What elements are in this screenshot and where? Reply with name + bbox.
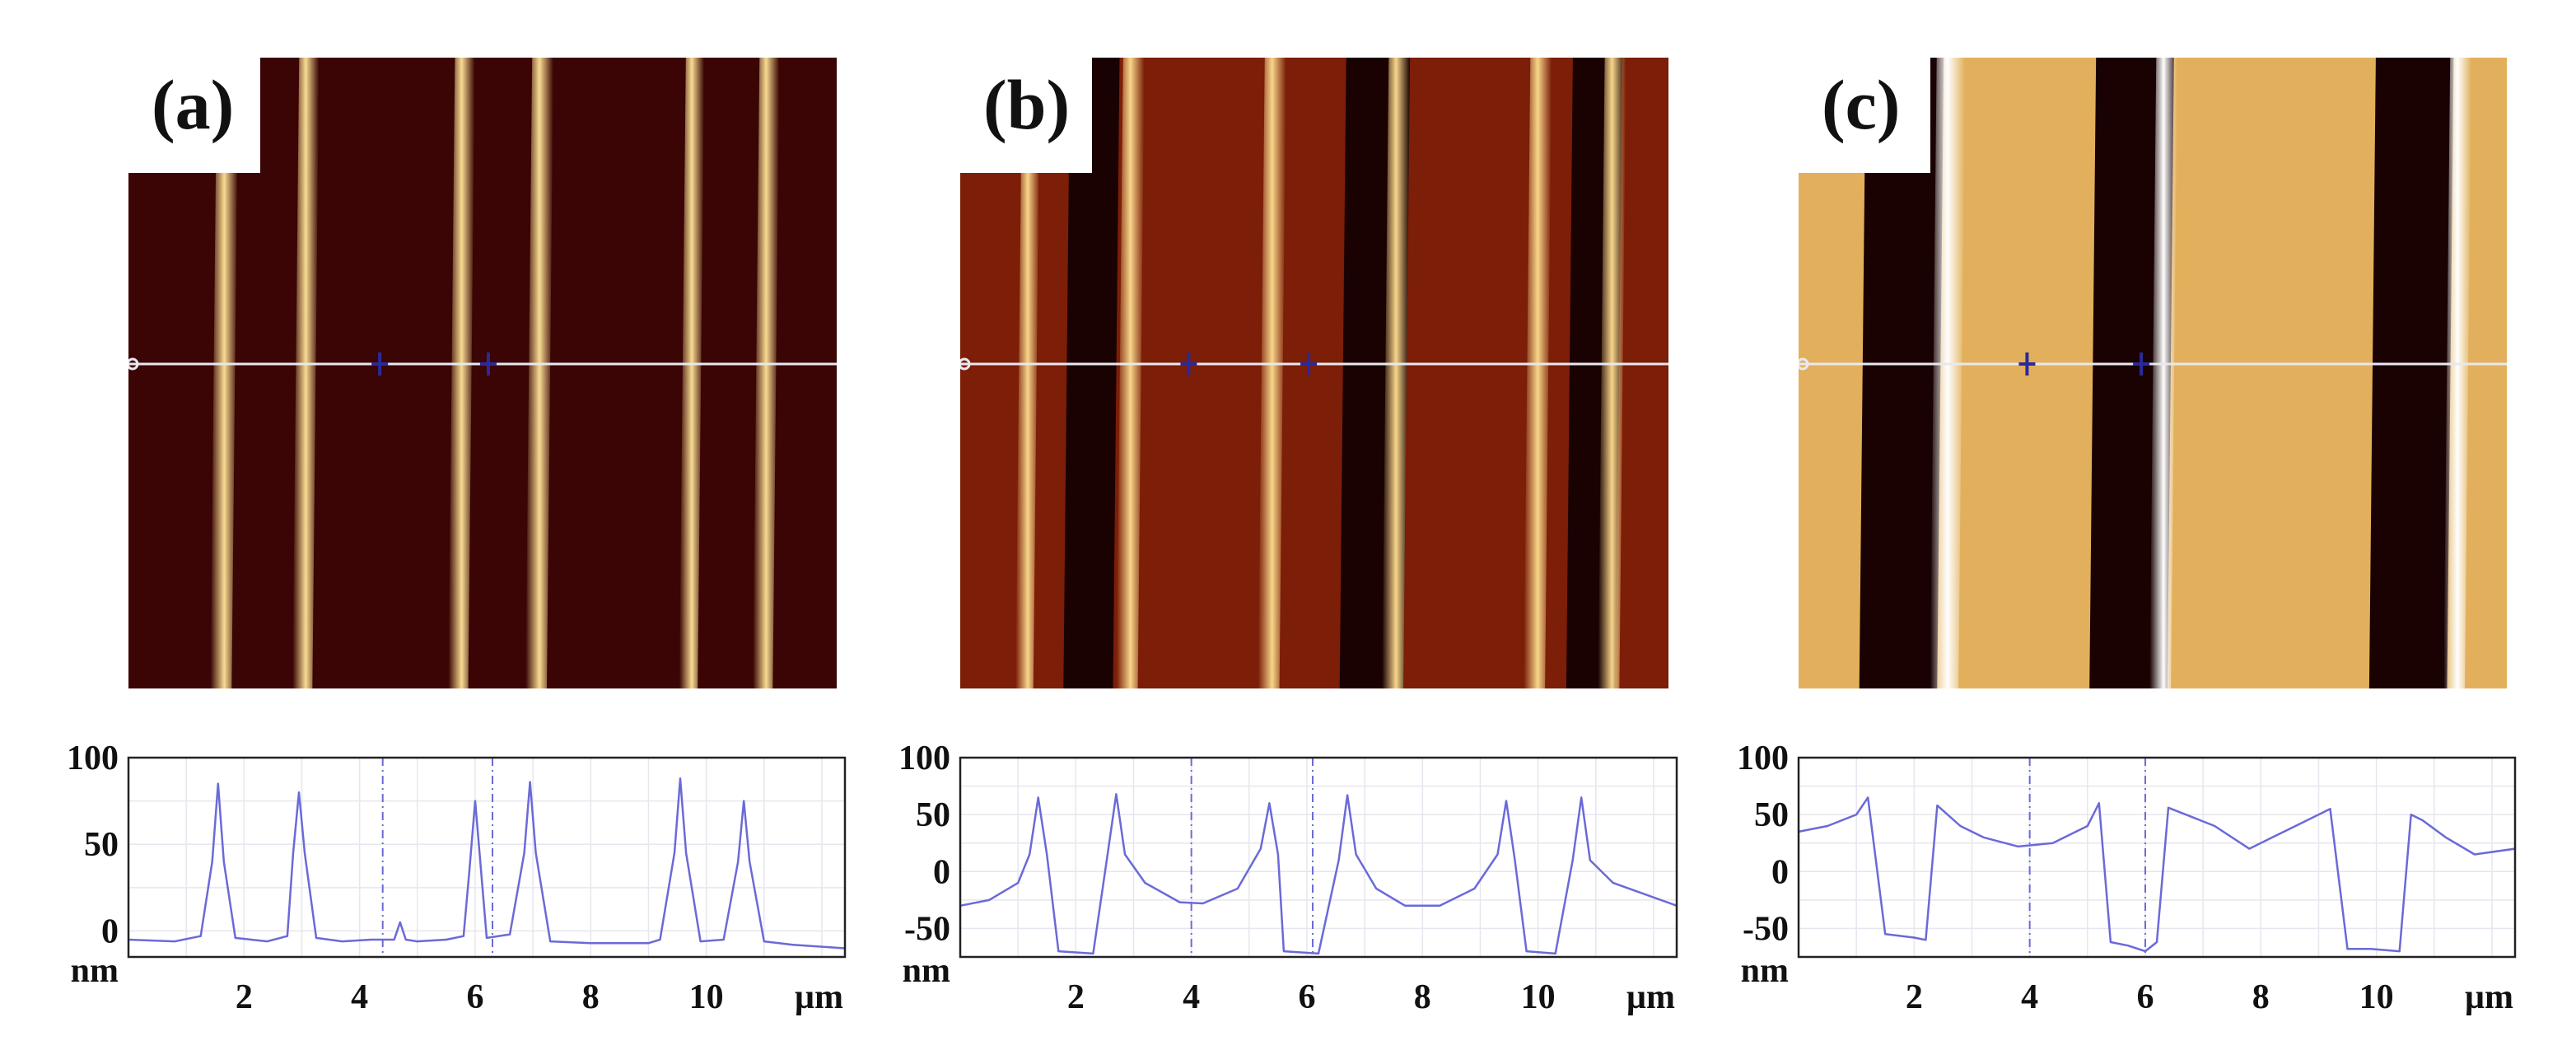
x-unit-label: µm xyxy=(1626,978,1675,1016)
afm-ridge xyxy=(210,58,239,688)
series-line xyxy=(959,793,1678,955)
y-unit-label: nm xyxy=(1741,952,1789,990)
afm-ridge xyxy=(1382,58,1411,688)
afm-ridge xyxy=(753,58,780,688)
afm-ridge xyxy=(2443,58,2471,688)
afm-groove xyxy=(1063,58,1120,688)
panel-label-box-b: (b) xyxy=(960,58,1092,173)
panel-label-c: (c) xyxy=(1822,65,1901,144)
panel-b: (b) 100 50 0 -50 2 4 6 8 10 nm µm xyxy=(898,0,1701,1064)
y-tick-label: 0 xyxy=(1771,853,1789,891)
x-tick-label: 6 xyxy=(1298,978,1315,1016)
profile-chart-c: 100 50 0 -50 2 4 6 8 10 nm µm xyxy=(1737,740,2540,1064)
x-tick-label: 4 xyxy=(1183,978,1200,1016)
y-tick-label: 0 xyxy=(101,912,119,950)
afm-svg-a xyxy=(128,58,837,688)
panel-label-b: (b) xyxy=(983,65,1071,144)
panel-label-a: (a) xyxy=(152,65,235,144)
x-tick-label: 4 xyxy=(351,978,368,1016)
y-tick-label: 100 xyxy=(67,740,119,777)
panel-label-box-c: (c) xyxy=(1799,58,1930,173)
y-tick-label: 100 xyxy=(1737,740,1789,777)
series-line xyxy=(1798,796,2516,953)
plot-frame xyxy=(1797,756,2517,959)
plot-frame xyxy=(959,756,1678,959)
afm-ridge xyxy=(525,58,553,688)
afm-ridge xyxy=(292,58,320,688)
panel-label-box-a: (a) xyxy=(128,58,260,173)
x-tick-label: 8 xyxy=(582,978,600,1016)
x-tick-label: 2 xyxy=(1906,978,1923,1016)
afm-image-a xyxy=(128,58,837,688)
afm-ridge xyxy=(679,58,705,688)
afm-ridge xyxy=(1930,58,1966,688)
x-tick-label: 6 xyxy=(466,978,483,1016)
afm-ridge xyxy=(2149,58,2178,688)
afm-line-endpoint xyxy=(1799,357,1809,371)
y-tick-label: 100 xyxy=(898,740,950,777)
series-line xyxy=(128,777,846,950)
x-tick-label: 8 xyxy=(2252,978,2270,1016)
profile-svg-b: 100 50 0 -50 2 4 6 8 10 nm µm xyxy=(898,740,1678,1016)
afm-ridge xyxy=(1598,58,1626,688)
y-tick-label: -50 xyxy=(1743,910,1789,948)
afm-groove xyxy=(2368,58,2454,688)
afm-line-endpoint xyxy=(960,357,971,371)
afm-ridge xyxy=(448,58,475,688)
afm-line-endpoint xyxy=(128,357,139,371)
y-tick-label: 0 xyxy=(933,853,950,891)
y-tick-label: 50 xyxy=(916,796,950,834)
y-tick-label: 50 xyxy=(1754,796,1789,834)
x-tick-label: 4 xyxy=(2021,978,2038,1016)
x-tick-label: 10 xyxy=(689,978,724,1016)
panel-c: (c) 100 50 0 -50 2 4 6 8 10 nm µm xyxy=(1737,0,2540,1064)
profile-chart-b: 100 50 0 -50 2 4 6 8 10 nm µm xyxy=(898,740,1701,1064)
plot-frame xyxy=(127,756,847,959)
afm-ridge xyxy=(1258,58,1286,688)
y-unit-label: nm xyxy=(903,952,950,990)
afm-ridge xyxy=(1116,58,1145,688)
x-unit-label: µm xyxy=(795,978,843,1016)
x-tick-label: 8 xyxy=(1414,978,1431,1016)
x-unit-label: µm xyxy=(2465,978,2513,1016)
y-tick-label: -50 xyxy=(904,910,950,948)
profile-svg-c: 100 50 0 -50 2 4 6 8 10 nm µm xyxy=(1737,740,2517,1016)
x-tick-label: 10 xyxy=(2359,978,2394,1016)
afm-ridge xyxy=(1524,58,1552,688)
panel-a: (a) 100 50 0 2 4 6 8 10 nm µm xyxy=(67,0,870,1064)
x-tick-label: 10 xyxy=(1521,978,1556,1016)
y-tick-label: 50 xyxy=(84,826,119,864)
afm-ridge xyxy=(1015,58,1040,688)
x-tick-label: 2 xyxy=(236,978,253,1016)
afm-groove xyxy=(1859,58,1944,688)
x-tick-label: 2 xyxy=(1067,978,1085,1016)
y-unit-label: nm xyxy=(71,952,119,990)
profile-chart-a: 100 50 0 2 4 6 8 10 nm µm xyxy=(67,740,870,1064)
x-tick-label: 6 xyxy=(2136,978,2154,1016)
profile-svg-a: 100 50 0 2 4 6 8 10 nm µm xyxy=(67,740,847,1016)
